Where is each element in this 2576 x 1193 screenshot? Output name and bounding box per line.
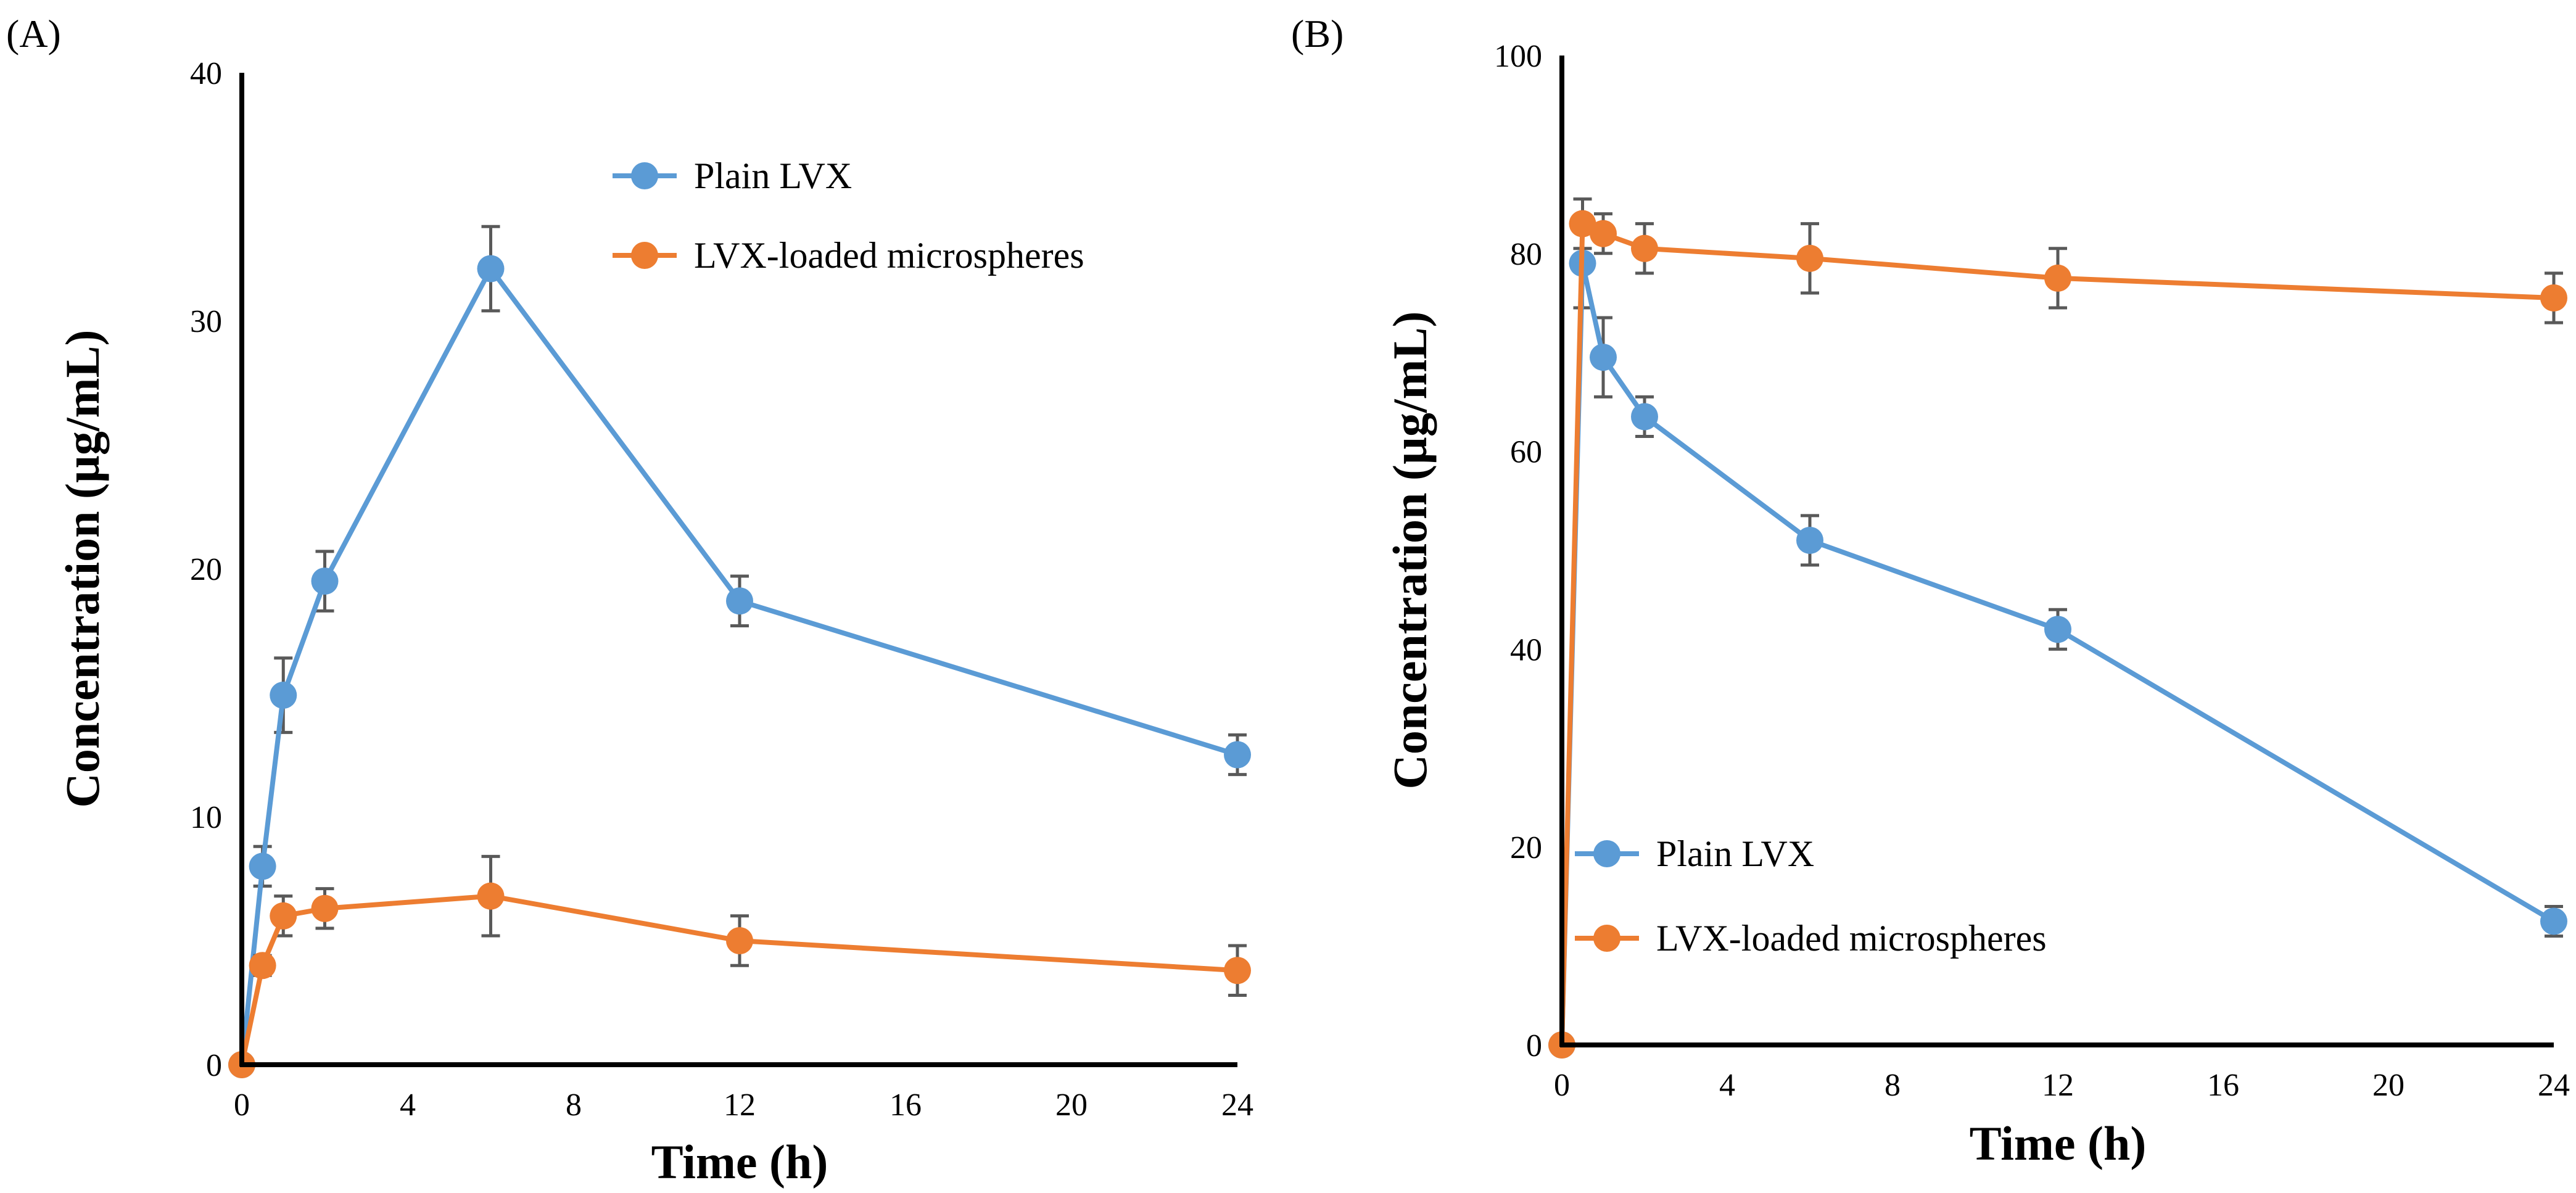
x-tick-label: 16 xyxy=(890,1088,922,1123)
y-tick-label: 20 xyxy=(1510,830,1542,865)
data-point xyxy=(726,587,753,615)
data-point xyxy=(311,568,339,595)
y-tick-label: 0 xyxy=(1526,1028,1542,1063)
y-axis-title: Concentration (µg/mL) xyxy=(1383,311,1437,789)
data-point xyxy=(2044,616,2071,643)
legend-marker xyxy=(631,162,658,189)
data-point xyxy=(477,255,505,283)
y-axis-title: Concentration (µg/mL) xyxy=(56,329,109,807)
data-point xyxy=(270,682,297,709)
chart-panel-b: (B) 0 20 40 60 80 100 0 4 8 12 16 20 24 Concentration … xyxy=(1291,12,2570,1170)
data-point xyxy=(477,882,505,910)
y-tick-label: 20 xyxy=(190,552,222,587)
panel-label: (B) xyxy=(1291,12,1344,56)
x-axis-title: Time (h) xyxy=(651,1135,828,1189)
data-point xyxy=(311,894,339,922)
legend: Plain LVX LVX-loaded microspheres xyxy=(1575,833,2047,959)
x-tick-label: 16 xyxy=(2207,1068,2239,1103)
y-tick-label: 80 xyxy=(1510,237,1542,272)
data-point xyxy=(2540,907,2567,935)
data-point xyxy=(2540,284,2567,312)
y-tick-label: 100 xyxy=(1494,39,1542,74)
legend-marker xyxy=(1593,925,1620,952)
data-point xyxy=(1631,234,1658,262)
data-point xyxy=(1796,244,1823,272)
x-tick-label: 8 xyxy=(566,1088,582,1123)
x-tick-label: 20 xyxy=(2372,1068,2405,1103)
y-tick-label: 0 xyxy=(206,1048,222,1083)
x-tick-label: 20 xyxy=(1055,1088,1088,1123)
x-tick-label: 12 xyxy=(724,1088,756,1123)
x-tick-label: 12 xyxy=(2042,1068,2074,1103)
data-point xyxy=(1569,210,1596,237)
x-tick-label: 0 xyxy=(1554,1068,1570,1103)
data-point xyxy=(1224,957,1251,985)
x-tick-label: 24 xyxy=(2538,1068,2570,1103)
y-tick-label: 40 xyxy=(190,56,222,91)
series-plain-lvx xyxy=(228,225,1251,1078)
legend-label: LVX-loaded microspheres xyxy=(1656,918,2047,959)
legend-label: Plain LVX xyxy=(694,155,852,196)
x-tick-label: 24 xyxy=(1221,1088,1253,1123)
x-tick-label: 4 xyxy=(1719,1068,1735,1103)
series-lvx-microspheres xyxy=(228,854,1251,1078)
legend-label: Plain LVX xyxy=(1656,833,1814,874)
legend-marker xyxy=(631,242,658,269)
data-point xyxy=(2044,264,2071,292)
chart-panel-a: (A) 0 10 20 30 40 0 4 8 12 16 20 24 Concentration (µg… xyxy=(6,12,1253,1189)
y-tick-label: 60 xyxy=(1510,435,1542,470)
y-tick-label: 10 xyxy=(190,800,222,835)
data-point xyxy=(1590,220,1617,247)
data-point xyxy=(249,952,276,980)
x-tick-label: 4 xyxy=(400,1088,416,1123)
data-point xyxy=(1224,741,1251,769)
panel-label: (A) xyxy=(6,12,61,56)
legend-marker xyxy=(1593,840,1620,867)
y-tick-label: 30 xyxy=(190,304,222,339)
legend: Plain LVX LVX-loaded microspheres xyxy=(613,155,1084,276)
data-point xyxy=(1631,403,1658,431)
data-point xyxy=(726,927,753,954)
x-axis-title: Time (h) xyxy=(1970,1117,2147,1170)
y-tick-label: 40 xyxy=(1510,632,1542,667)
legend-label: LVX-loaded microspheres xyxy=(694,235,1084,276)
data-point xyxy=(249,852,276,880)
x-tick-label: 8 xyxy=(1885,1068,1901,1103)
data-point xyxy=(270,902,297,930)
x-tick-label: 0 xyxy=(234,1088,250,1123)
data-point xyxy=(1590,344,1617,371)
series-lvx-microspheres xyxy=(1548,197,2567,1059)
data-point xyxy=(1796,526,1823,554)
